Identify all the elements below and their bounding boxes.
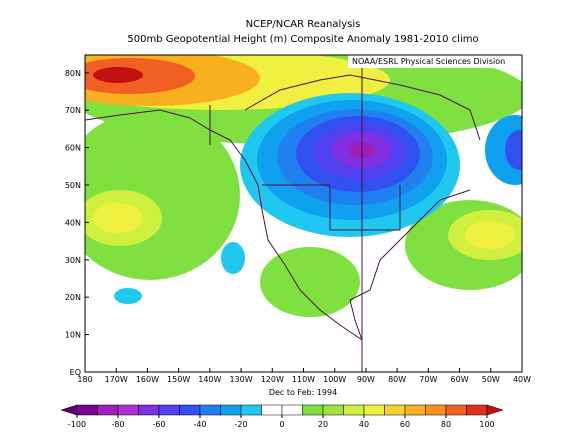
anomaly-field: NOAA/ESRL Physical Sciences Division [85, 55, 522, 372]
colorbar-label: 100 [479, 420, 494, 429]
lon-label: 140W [198, 375, 221, 384]
lon-label: 90W [357, 375, 375, 384]
color-bin [281, 404, 303, 416]
colorbar-label: 0 [279, 420, 284, 429]
color-bin [220, 404, 242, 416]
colorbar-label: -100 [68, 420, 86, 429]
colorbar-label: 60 [400, 420, 410, 429]
lon-label: 110W [292, 375, 315, 384]
color-bin [117, 404, 139, 416]
colorbar-label: 20 [318, 420, 328, 429]
colorbar-label: 80 [441, 420, 451, 429]
color-bin [76, 404, 98, 416]
color-bin [363, 404, 385, 416]
lat-label: 30N [65, 256, 81, 265]
lon-label: 150W [167, 375, 190, 384]
lon-label: 80W [388, 375, 406, 384]
lon-label: 70W [419, 375, 437, 384]
lat-label: 20N [65, 293, 81, 302]
color-bin [384, 404, 406, 416]
lon-label: 120W [261, 375, 284, 384]
title: NCEP/NCAR Reanalysis [246, 19, 361, 30]
lon-label: 50W [482, 375, 500, 384]
period-label: Dec to Feb: 1994 [269, 388, 337, 397]
colorbar-label: -80 [111, 420, 124, 429]
lat-label: 10N [65, 331, 81, 340]
lon-label: 180 [77, 375, 92, 384]
lon-label: 170W [105, 375, 128, 384]
color-bin [302, 404, 324, 416]
lon-label: 60W [451, 375, 469, 384]
color-bin [97, 404, 119, 416]
color-bin [179, 404, 201, 416]
color-bin [404, 404, 426, 416]
source-label: NOAA/ESRL Physical Sciences Division [352, 57, 505, 66]
colorbar-label: -60 [152, 420, 165, 429]
colorbar-end [486, 404, 504, 416]
lon-label: 130W [229, 375, 252, 384]
color-bin [138, 404, 160, 416]
colorbar-label: -40 [193, 420, 206, 429]
lon-label: 160W [136, 375, 159, 384]
lat-label: 40N [65, 218, 81, 227]
color-bin [445, 404, 467, 416]
lon-label: 40W [513, 375, 531, 384]
lat-label: EQ [70, 368, 81, 377]
subtitle: 500mb Geopotential Height (m) Composite … [127, 34, 478, 45]
color-bin [261, 404, 283, 416]
color-bin [158, 404, 180, 416]
color-bin [466, 404, 488, 416]
color-bin [343, 404, 365, 416]
colorbar-label: 40 [359, 420, 369, 429]
color-bin [322, 404, 344, 416]
color-bin [199, 404, 221, 416]
color-bin [425, 404, 447, 416]
colorbar-label: -20 [234, 420, 247, 429]
lat-label: 80N [65, 69, 81, 78]
lat-label: 60N [65, 144, 81, 153]
color-bin [240, 404, 262, 416]
lon-label: 100W [323, 375, 346, 384]
colorbar-end [60, 404, 78, 416]
lat-label: 50N [65, 181, 81, 190]
lat-label: 70N [65, 106, 81, 115]
